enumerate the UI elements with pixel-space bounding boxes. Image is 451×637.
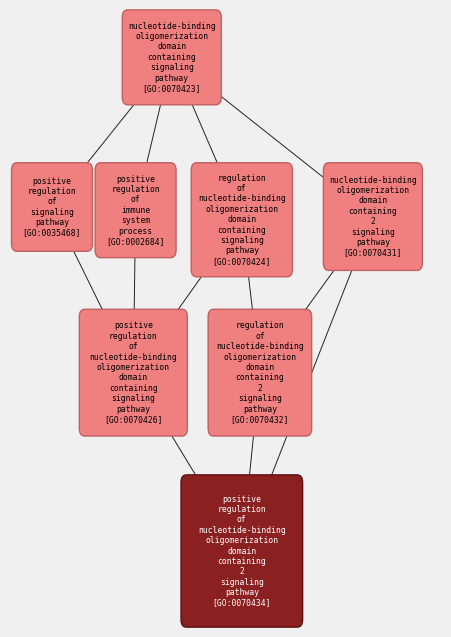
Text: positive
regulation
of
nucleotide-binding
oligomerization
domain
containing
sign: positive regulation of nucleotide-bindin…	[89, 321, 177, 424]
FancyBboxPatch shape	[207, 310, 311, 436]
Text: positive
regulation
of
immune
system
process
[GO:0002684]: positive regulation of immune system pro…	[106, 175, 165, 246]
Text: nucleotide-binding
oligomerization
domain
containing
signaling
pathway
[GO:00704: nucleotide-binding oligomerization domai…	[128, 22, 215, 93]
FancyBboxPatch shape	[322, 163, 421, 270]
Text: nucleotide-binding
oligomerization
domain
containing
2
signaling
pathway
[GO:007: nucleotide-binding oligomerization domai…	[328, 176, 416, 257]
Text: regulation
of
nucleotide-binding
oligomerization
domain
containing
2
signaling
p: regulation of nucleotide-binding oligome…	[216, 321, 303, 424]
FancyBboxPatch shape	[180, 475, 302, 627]
FancyBboxPatch shape	[79, 310, 187, 436]
FancyBboxPatch shape	[122, 10, 221, 104]
FancyBboxPatch shape	[12, 162, 92, 251]
FancyBboxPatch shape	[191, 163, 292, 276]
Text: positive
regulation
of
nucleotide-binding
oligomerization
domain
containing
2
si: positive regulation of nucleotide-bindin…	[198, 494, 285, 608]
Text: regulation
of
nucleotide-binding
oligomerization
domain
containing
signaling
pat: regulation of nucleotide-binding oligome…	[198, 174, 285, 266]
FancyBboxPatch shape	[95, 162, 175, 257]
Text: positive
regulation
of
signaling
pathway
[GO:0035468]: positive regulation of signaling pathway…	[23, 176, 81, 238]
